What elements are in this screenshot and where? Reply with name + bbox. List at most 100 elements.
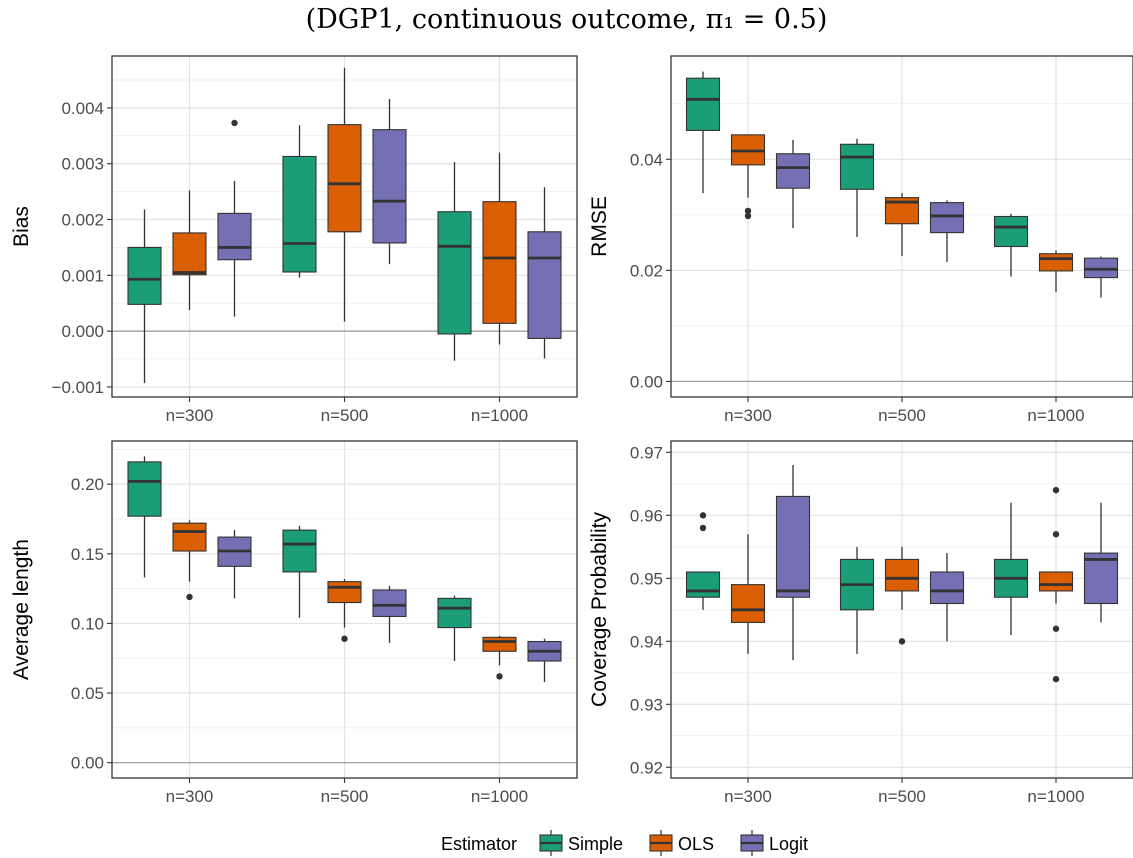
x-tick-label: n=500 [878,787,926,806]
boxplot-logit-n=1000 [527,638,562,682]
boxplot-ols-n=300 [730,534,766,654]
outlier-point [898,638,906,645]
x-tick-label: n=1000 [471,787,528,806]
box-body [437,597,472,629]
x-tick-label: n=300 [724,787,772,806]
boxplot-logit-n=1000 [1083,256,1119,298]
y-tick-label: 0.15 [71,545,104,564]
y-tick-label: 0.003 [61,155,104,174]
panel-2: 0.00 0.02 0.04 n=300 n=500 n=1000 RMSE [588,55,1133,425]
outlier-point [699,524,707,532]
y-tick-label: 0.001 [61,266,104,285]
boxplot-logit-n=500 [372,98,407,265]
box-body [1038,253,1074,272]
box-body [1038,571,1074,592]
outlier-point [699,512,707,519]
y-axis-label: Average length [10,539,33,680]
y-tick-label: 0.92 [630,758,663,777]
boxplot-simple-n=500 [282,525,317,618]
x-tick-label: n=300 [166,787,214,806]
y-tick-label: 0.05 [71,684,104,703]
y-tick-label: 0.004 [61,99,104,118]
outlier-point [744,207,752,215]
box-body [775,153,811,189]
y-tick-label: 0.96 [630,506,663,525]
boxplot-simple-n=500 [282,125,317,278]
outlier-point [496,673,503,680]
y-tick-label: 0.20 [71,475,104,494]
y-tick-label: −0.001 [52,378,104,397]
boxplot-logit-n=500 [929,553,965,642]
box-body [929,571,965,605]
outlier-point [1052,675,1060,683]
box-body [685,571,721,598]
box-body [730,584,766,623]
boxplot-simple-n=300 [127,209,162,384]
boxplot-simple-n=500 [839,546,875,654]
boxplot-logit-n=300 [217,530,252,599]
box-body [127,246,162,305]
box-body [482,636,517,652]
y-axis-label: RMSE [588,196,611,257]
outlier-point [231,119,238,127]
x-tick-label: n=500 [878,406,926,425]
boxplot-ols-n=500 [327,67,362,322]
outlier-point [186,593,193,601]
box-body [282,155,317,273]
panel-4: 0.92 0.93 0.94 0.95 0.96 0.97 n=300 n=500 n=1000… [588,440,1133,806]
x-tick-label: n=500 [321,787,369,806]
boxplot-simple-n=1000 [437,595,472,662]
box-body [884,558,920,592]
y-tick-label: 0.000 [61,322,104,341]
x-tick-label: n=1000 [471,406,528,425]
legend-title: Estimator [441,834,517,854]
y-tick-label: 0.93 [630,695,663,714]
y-tick-label: 0.02 [630,261,663,280]
boxplot-ols-n=300 [172,520,207,601]
outlier-point [341,635,348,642]
box-body [172,232,207,276]
boxplot-logit-n=300 [775,464,811,661]
legend-entry-simple: Simple [539,830,623,856]
panel-border [111,55,578,398]
boxplot-logit-n=1000 [1083,502,1119,623]
legend-label: Simple [568,834,623,854]
y-tick-label: 0.00 [71,754,104,773]
outlier-point [1052,531,1060,538]
boxplot-logit-n=300 [775,139,811,229]
box-body [282,529,317,573]
boxplot-logit-n=500 [372,585,407,643]
panel-border [670,55,1133,398]
boxplot-ols-n=1000 [1038,486,1074,683]
boxplot-simple-n=300 [127,456,162,578]
box-body [217,212,252,261]
y-tick-label: 0.97 [630,443,663,462]
boxplot-simple-n=1000 [437,162,472,361]
boxplot-ols-n=500 [327,578,362,642]
y-tick-label: 0.00 [630,372,663,391]
box-body [839,143,875,190]
legend-label: OLS [678,834,714,854]
box-body [929,202,965,234]
box-body [527,231,562,339]
legend-entry-ols: OLS [649,830,714,856]
box-body [1083,552,1119,605]
outlier-point [744,212,752,220]
box-body [482,201,517,324]
boxplot-simple-n=300 [685,71,721,194]
boxplot-ols-n=1000 [1038,250,1074,293]
outlier-point [1052,486,1060,494]
boxplot-ols-n=300 [730,134,766,220]
panel-border [670,440,1133,779]
x-tick-label: n=300 [166,406,214,425]
box-body [372,589,407,618]
figure-title: (DGP1, continuous outcome, π₁ = 0.5) [305,4,828,35]
boxplot-ols-n=500 [884,193,920,256]
panels-layer: −0.001 0.000 0.001 0.002 0.003 0.004 n=300 n=50… [10,55,1133,806]
panel-border [111,440,578,779]
y-axis-label: Bias [10,206,33,247]
y-axis-label: Coverage Probability [588,512,611,707]
legend-entry-logit: Logit [740,830,808,856]
legend: Estimator Simple OLS Logit [441,830,808,856]
